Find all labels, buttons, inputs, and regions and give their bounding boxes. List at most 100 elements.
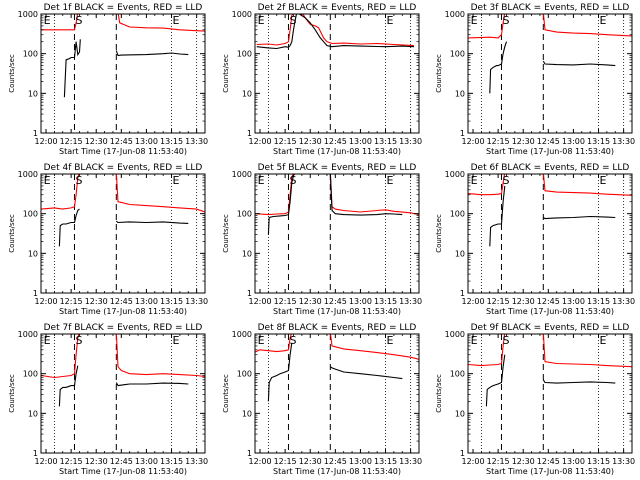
y-tick-label: 10 [28,89,38,98]
panel-title: Det 2f BLACK = Events, RED = LLD [258,3,417,13]
y-axis-label: Counts/sec [435,54,443,93]
y-tick-label: 100 [450,210,465,219]
events-series-line [63,39,189,98]
x-tick-label: 13:15 [160,137,183,146]
plot-frame [40,333,206,454]
x-tick-label: 12:45 [110,297,133,306]
x-tick-label: 12:15 [487,457,510,466]
x-tick-label: 12:00 [461,297,484,306]
interval-marker-label: S [289,334,296,347]
x-tick-label: 12:45 [110,457,133,466]
x-tick-label: 13:00 [562,137,585,146]
events-series-line [485,354,616,407]
y-tick-label: 10 [242,89,252,98]
x-tick-label: 12:00 [248,297,271,306]
x-axis-label: Start Time (17-Jun-08 11:53:40) [59,307,187,316]
y-tick-label: 100 [450,50,465,59]
x-axis-label: Start Time (17-Jun-08 11:53:40) [273,147,401,156]
x-tick-label: 12:00 [34,137,57,146]
events-series-line [267,342,403,402]
x-tick-label: 12:30 [299,137,322,146]
y-tick-label: 100 [23,210,38,219]
x-tick-label: 12:30 [512,297,535,306]
x-tick-label: 12:15 [274,297,297,306]
x-tick-label: 13:30 [185,137,208,146]
x-axis-label: Start Time (17-Jun-08 11:53:40) [486,147,614,156]
panel-title: Det 8f BLACK = Events, RED = LLD [258,323,417,333]
x-tick-label: 13:00 [349,137,372,146]
interval-marker-label: E [600,14,607,27]
x-tick-label: 12:45 [110,137,133,146]
detector-panel: Det 3f BLACK = Events, RED = LLD 12:00 12:… [435,3,635,156]
x-tick-label: 12:00 [461,137,484,146]
interval-marker-label: S [75,14,82,27]
x-tick-label: 12:45 [537,297,560,306]
x-tick-label: 12:15 [274,457,297,466]
panel-title: Det 1f BLACK = Events, RED = LLD [44,3,203,13]
y-tick-label: 100 [23,50,38,59]
interval-marker-label: S [75,174,82,187]
x-tick-label: 13:00 [135,297,158,306]
interval-marker-label: S [502,14,509,27]
plot-frame [467,13,633,134]
x-tick-label: 13:15 [374,297,397,306]
interval-marker-label: E [387,14,394,27]
interval-marker-label: E [471,14,478,27]
interval-marker-label: S [289,14,296,27]
x-tick-label: 13:00 [135,137,158,146]
y-tick-label: 10 [455,89,465,98]
interval-marker-label: E [173,174,180,187]
y-tick-label: 1 [33,129,38,138]
y-tick-label: 1000 [18,10,38,19]
plot-frame [40,13,206,134]
x-tick-label: 12:00 [461,457,484,466]
x-tick-label: 12:30 [299,457,322,466]
y-axis-label: Counts/sec [435,214,443,253]
panel-title: Det 4f BLACK = Events, RED = LLD [44,163,203,173]
x-tick-label: 13:00 [349,297,372,306]
y-tick-label: 1000 [445,10,465,19]
x-tick-label: 13:00 [562,457,585,466]
interval-marker-label: S [502,174,509,187]
x-axis-label: Start Time (17-Jun-08 11:53:40) [59,467,187,476]
y-tick-label: 100 [450,370,465,379]
x-tick-label: 13:15 [160,457,183,466]
y-tick-label: 1 [247,449,252,458]
x-tick-label: 12:15 [60,457,83,466]
x-tick-label: 13:30 [612,137,635,146]
x-tick-label: 12:00 [34,457,57,466]
y-tick-label: 100 [237,50,252,59]
y-tick-label: 1000 [232,10,252,19]
interval-marker-label: E [44,14,51,27]
x-tick-label: 12:30 [85,137,108,146]
y-tick-label: 1000 [445,170,465,179]
interval-marker-label: E [387,334,394,347]
y-tick-label: 10 [242,249,252,258]
x-tick-label: 12:30 [512,137,535,146]
x-tick-label: 12:45 [324,297,347,306]
lld-series-line [41,14,205,32]
panel-title: Det 7f BLACK = Events, RED = LLD [44,323,203,333]
x-tick-label: 13:30 [399,457,422,466]
panel-title: Det 3f BLACK = Events, RED = LLD [471,3,630,13]
x-tick-label: 12:15 [60,297,83,306]
y-tick-label: 10 [28,249,38,258]
y-tick-label: 1 [247,129,252,138]
lld-series-line [468,174,632,196]
x-tick-label: 12:30 [299,297,322,306]
y-axis-label: Counts/sec [222,374,230,413]
interval-marker-label: E [258,334,265,347]
y-axis-label: Counts/sec [222,54,230,93]
lld-series-line [468,334,632,368]
y-tick-label: 1 [247,289,252,298]
x-tick-label: 13:30 [185,457,208,466]
events-series-line [489,41,616,94]
x-axis-label: Start Time (17-Jun-08 11:53:40) [486,467,614,476]
x-tick-label: 13:00 [562,297,585,306]
x-tick-label: 13:30 [399,297,422,306]
y-tick-label: 10 [242,409,252,418]
interval-marker-label: S [289,174,296,187]
